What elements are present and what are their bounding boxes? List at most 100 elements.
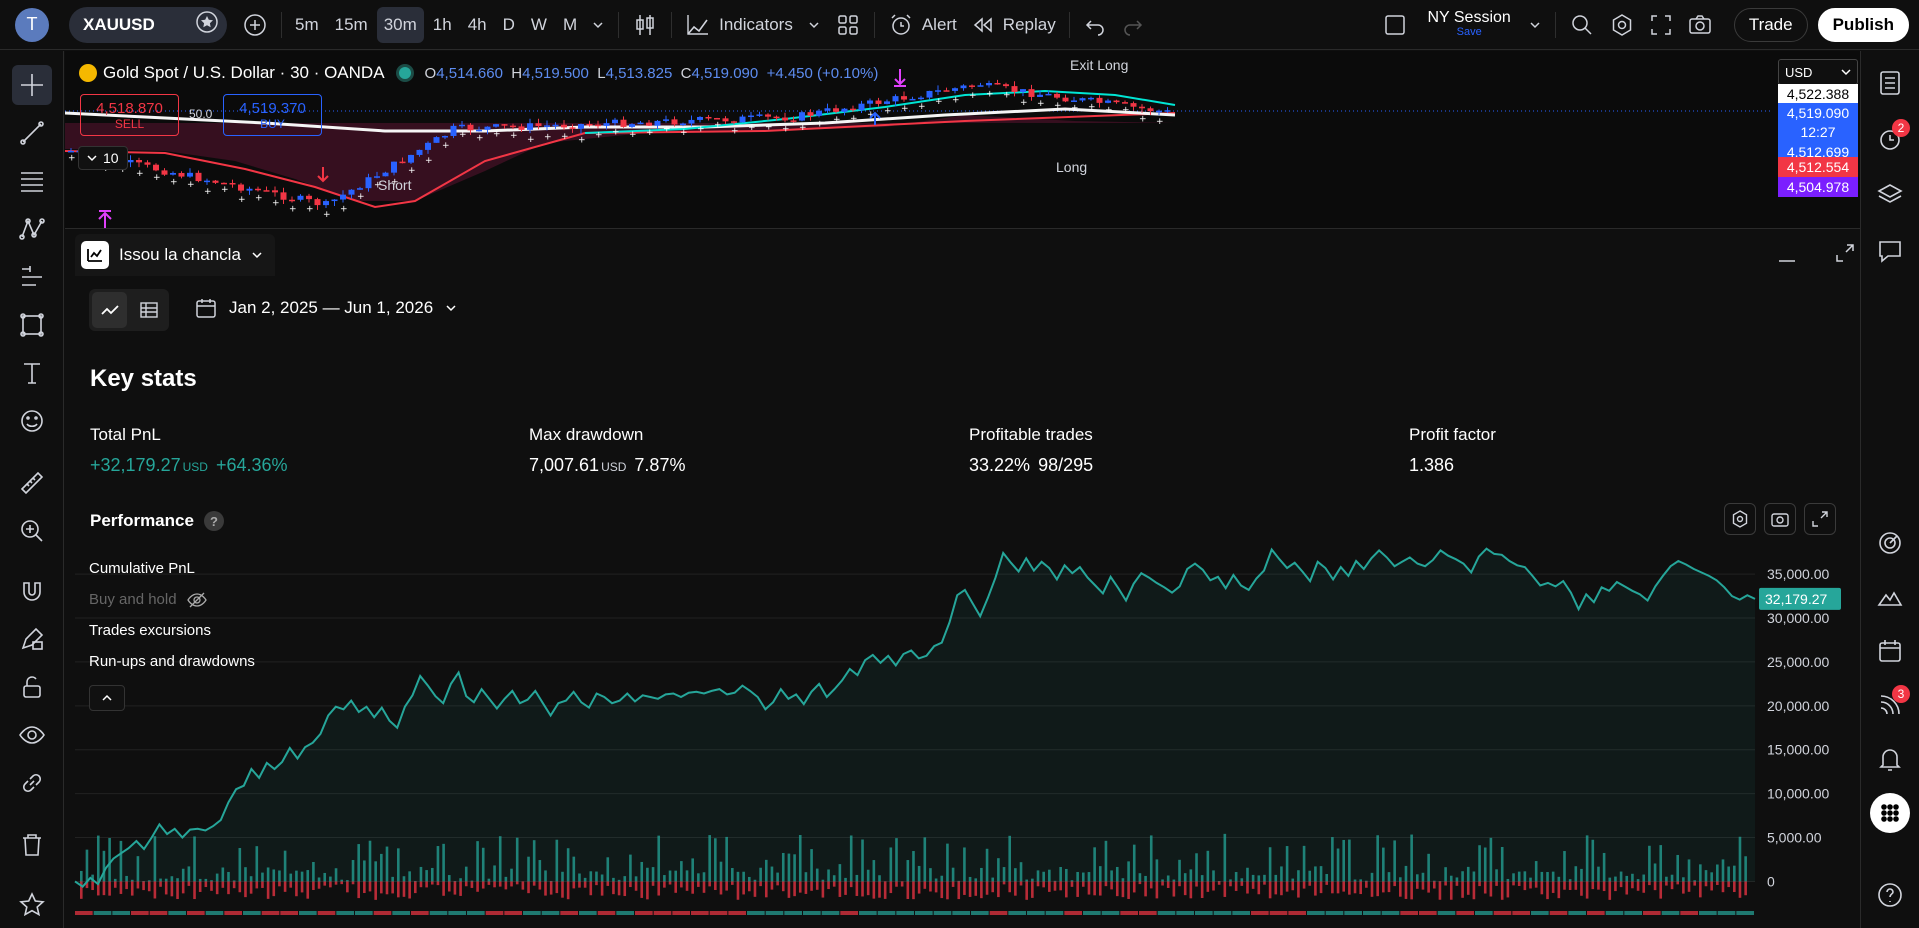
- signal-marker: +: [612, 127, 620, 137]
- series-toggle-cumulative-pnl[interactable]: Cumulative PnL: [89, 560, 195, 577]
- drawdown-bar: [397, 881, 400, 898]
- chart-view-icon[interactable]: [92, 292, 127, 328]
- table-view-icon[interactable]: [131, 292, 166, 328]
- settings-gear-icon[interactable]: [1602, 7, 1642, 43]
- timeframe-m[interactable]: M: [562, 14, 578, 34]
- series-toggle-run-ups-drawdowns[interactable]: Run-ups and drawdowns: [89, 653, 255, 670]
- watchlist-icon[interactable]: [1870, 63, 1910, 103]
- eye-icon[interactable]: [12, 715, 52, 755]
- broadcast-icon[interactable]: 3: [1870, 685, 1910, 725]
- lock-icon[interactable]: [12, 667, 52, 707]
- replay-button[interactable]: Replay: [964, 7, 1063, 43]
- indicators-chevron-icon[interactable]: [800, 7, 828, 43]
- trash-icon[interactable]: [12, 825, 52, 865]
- redo-icon[interactable]: [1114, 7, 1152, 43]
- candle-body: [425, 142, 431, 150]
- series-toggle-trades-excursions[interactable]: Trades excursions: [89, 622, 211, 639]
- undo-icon[interactable]: [1076, 7, 1114, 43]
- strategy-tab[interactable]: Issou la chancla: [75, 234, 275, 276]
- candle-body: [187, 172, 193, 177]
- series-toggle-buy-and-hold[interactable]: Buy and hold: [89, 591, 207, 608]
- run-up-bar: [906, 860, 910, 882]
- help-icon[interactable]: ?: [203, 511, 224, 531]
- layout-save-label[interactable]: Save: [1456, 26, 1482, 39]
- minimize-panel-icon[interactable]: [1775, 243, 1799, 267]
- link-icon[interactable]: [12, 763, 52, 803]
- sell-button[interactable]: 4,518.870 SELL: [80, 94, 179, 136]
- drawdown-bar: [702, 881, 706, 893]
- layout-name[interactable]: NY Session Save: [1428, 10, 1511, 38]
- emoji-icon[interactable]: [12, 401, 52, 441]
- price-scale[interactable]: USD 4,522.388 4,519.090 12:27 4,512.699 4,51…: [1770, 51, 1858, 228]
- timeframe-d[interactable]: D: [502, 14, 515, 34]
- publish-button[interactable]: Publish: [1817, 7, 1909, 42]
- candle-type-icon[interactable]: [625, 7, 665, 43]
- symbol-title[interactable]: Gold Spot / U.S. Dollar · 30 · OANDA: [103, 63, 385, 82]
- quick-search-icon[interactable]: [1562, 7, 1602, 43]
- pattern-icon[interactable]: [12, 209, 52, 249]
- run-up-bar: [1648, 845, 1651, 882]
- price-chart[interactable]: + + + + + + + + + + + + + + + + + + + + + + + + + + + + + + + + + + + + + + + +…: [65, 51, 1860, 228]
- magnet-icon[interactable]: [12, 571, 52, 611]
- rectangle-icon[interactable]: [12, 305, 52, 345]
- trade-button[interactable]: Trade: [1733, 7, 1808, 42]
- timeframe-dropdown-chevron-icon[interactable]: [584, 7, 612, 43]
- timeframe-1h[interactable]: 1h: [432, 14, 452, 34]
- fullscreen-icon[interactable]: [1642, 7, 1680, 43]
- user-avatar[interactable]: T: [15, 7, 49, 42]
- buy-button[interactable]: 4,519.370 BUY: [223, 94, 322, 136]
- timeframe-30m[interactable]: 30m: [376, 6, 424, 43]
- date-range-selector[interactable]: Jan 2, 2025 — Jun 1, 2026: [195, 297, 457, 319]
- trend-line-icon[interactable]: [12, 113, 52, 153]
- target-icon[interactable]: [1870, 523, 1910, 563]
- eye-off-icon[interactable]: [186, 592, 207, 608]
- performance-chart[interactable]: 35,000.00 30,000.00 25,000.00 20,000.00 15,0…: [65, 529, 1860, 928]
- drawing-lock-pencil-icon[interactable]: [12, 619, 52, 659]
- drawdown-bar: [1229, 881, 1232, 887]
- performance-header: Performance ?: [90, 511, 224, 531]
- layers-icon[interactable]: [1870, 175, 1910, 215]
- crosshair-icon[interactable]: [12, 65, 52, 105]
- snapshot-camera-icon[interactable]: [1680, 7, 1720, 43]
- symbol-search[interactable]: XAUUSD: [69, 6, 227, 43]
- collapse-legend-button[interactable]: [89, 685, 125, 711]
- text-icon[interactable]: [12, 353, 52, 393]
- layout-chevron-icon[interactable]: [1521, 7, 1549, 43]
- drawdown-bar: [1042, 881, 1045, 888]
- star-icon[interactable]: [12, 885, 52, 925]
- drawdown-bar: [1274, 881, 1278, 895]
- indicators-button[interactable]: Indicators: [678, 7, 800, 43]
- timeframe-15m[interactable]: 15m: [334, 14, 368, 34]
- alert-button[interactable]: Alert: [881, 7, 964, 43]
- notification-bell-icon[interactable]: [1870, 739, 1910, 779]
- trade-result-strip: [112, 911, 130, 915]
- apps-grid-icon[interactable]: [1870, 793, 1910, 833]
- chart-expand-icon[interactable]: [1804, 503, 1836, 535]
- currency-selector[interactable]: USD: [1778, 59, 1858, 85]
- forecasting-icon[interactable]: [12, 257, 52, 297]
- fullscreen-mode-checkbox-icon[interactable]: [1376, 7, 1414, 43]
- alerts-clock-icon[interactable]: 2: [1870, 119, 1910, 159]
- ruler-icon[interactable]: [12, 463, 52, 503]
- layouts-grid-icon[interactable]: [828, 7, 868, 43]
- calendar-icon[interactable]: [1870, 631, 1910, 671]
- chart-settings-icon[interactable]: [1724, 503, 1756, 535]
- chat-icon[interactable]: [1870, 231, 1910, 271]
- price-chart-canvas[interactable]: + + + + + + + + + + + + + + + + + + + + + + + + + + + + + + + + + + + + + + + +…: [65, 51, 1770, 228]
- chart-snapshot-camera-icon[interactable]: [1764, 503, 1796, 535]
- timeframe-5m[interactable]: 5m: [295, 14, 319, 34]
- timeframe-w[interactable]: W: [530, 14, 547, 34]
- zoom-in-icon[interactable]: [12, 511, 52, 551]
- fib-retracement-icon[interactable]: [12, 161, 52, 201]
- run-up-bar: [385, 846, 389, 882]
- timeframe-4h[interactable]: 4h: [467, 14, 487, 34]
- maximize-panel-icon[interactable]: [1833, 241, 1857, 265]
- signal-marker: +: [782, 124, 790, 134]
- toolbar-divider: [1068, 11, 1070, 38]
- help-icon[interactable]: [1870, 875, 1910, 915]
- trade-result-strip: [691, 911, 709, 915]
- favorite-icon[interactable]: [195, 10, 219, 39]
- indicators-collapse-button[interactable]: 10: [78, 146, 128, 170]
- compare-symbol-button[interactable]: [235, 7, 275, 43]
- mountain-icon[interactable]: [1870, 577, 1910, 617]
